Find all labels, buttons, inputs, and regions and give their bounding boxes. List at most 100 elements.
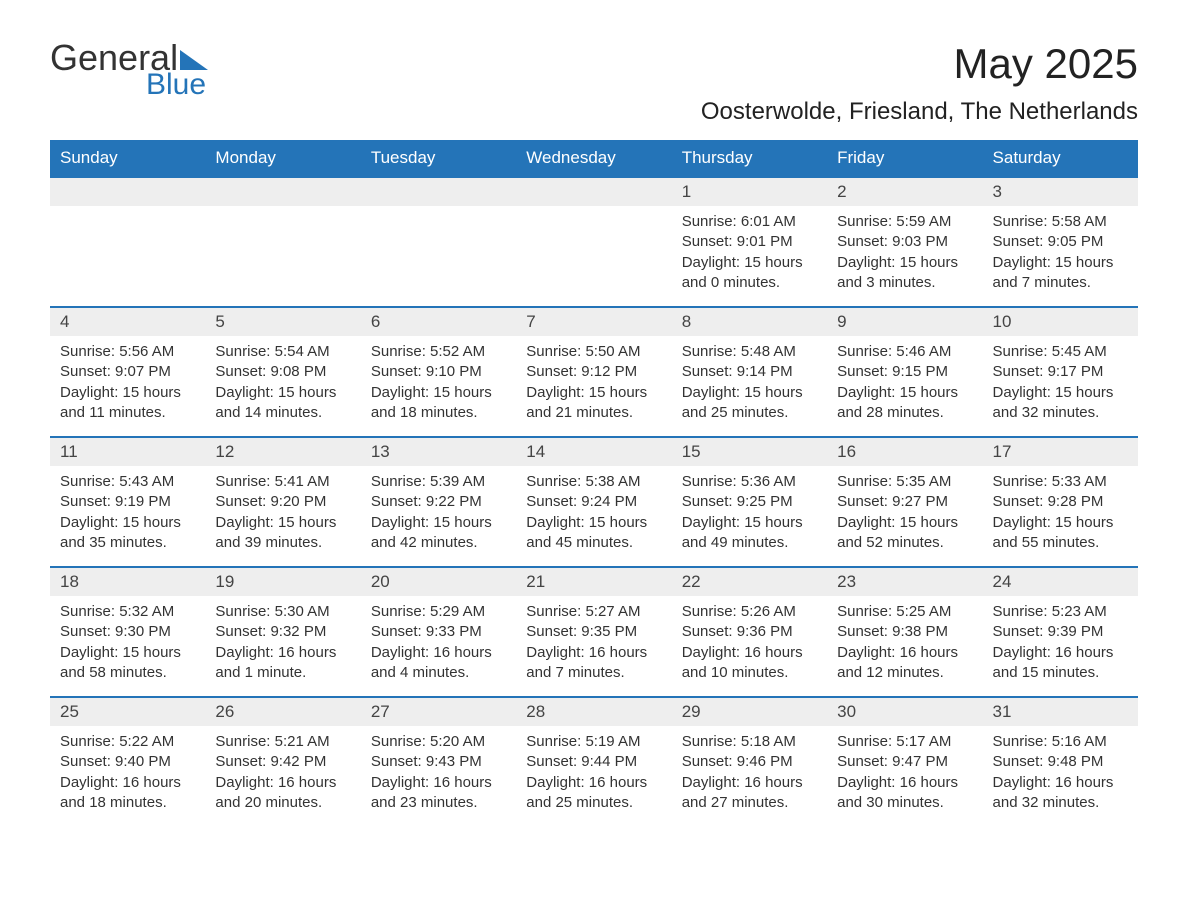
day-number: 28 — [516, 698, 671, 726]
sunset-text: Sunset: 9:05 PM — [993, 232, 1128, 252]
sunrise-text: Sunrise: 5:16 AM — [993, 732, 1128, 752]
logo-triangle-icon — [180, 50, 208, 70]
daylight-text: Daylight: 15 hours and 21 minutes. — [526, 383, 661, 424]
sunrise-text: Sunrise: 5:19 AM — [526, 732, 661, 752]
calendar-day-cell: 14Sunrise: 5:38 AMSunset: 9:24 PMDayligh… — [516, 437, 671, 567]
calendar-day-cell: 24Sunrise: 5:23 AMSunset: 9:39 PMDayligh… — [983, 567, 1138, 697]
calendar-day-cell: 10Sunrise: 5:45 AMSunset: 9:17 PMDayligh… — [983, 307, 1138, 437]
daylight-text: Daylight: 16 hours and 32 minutes. — [993, 773, 1128, 814]
daylight-text: Daylight: 15 hours and 55 minutes. — [993, 513, 1128, 554]
calendar-day-cell — [361, 177, 516, 307]
sunset-text: Sunset: 9:27 PM — [837, 492, 972, 512]
daylight-text: Daylight: 15 hours and 35 minutes. — [60, 513, 195, 554]
sunset-text: Sunset: 9:44 PM — [526, 752, 661, 772]
day-number: 25 — [50, 698, 205, 726]
calendar-day-cell — [50, 177, 205, 307]
day-body: Sunrise: 5:38 AMSunset: 9:24 PMDaylight:… — [516, 466, 671, 563]
sunrise-text: Sunrise: 5:22 AM — [60, 732, 195, 752]
sunset-text: Sunset: 9:08 PM — [215, 362, 350, 382]
day-body: Sunrise: 5:43 AMSunset: 9:19 PMDaylight:… — [50, 466, 205, 563]
sunrise-text: Sunrise: 5:26 AM — [682, 602, 817, 622]
calendar-day-cell: 30Sunrise: 5:17 AMSunset: 9:47 PMDayligh… — [827, 697, 982, 827]
day-body — [50, 206, 205, 222]
day-body: Sunrise: 5:50 AMSunset: 9:12 PMDaylight:… — [516, 336, 671, 433]
day-number: 10 — [983, 308, 1138, 336]
sunrise-text: Sunrise: 5:35 AM — [837, 472, 972, 492]
sunrise-text: Sunrise: 5:27 AM — [526, 602, 661, 622]
calendar-day-cell: 26Sunrise: 5:21 AMSunset: 9:42 PMDayligh… — [205, 697, 360, 827]
sunset-text: Sunset: 9:12 PM — [526, 362, 661, 382]
calendar-day-cell: 31Sunrise: 5:16 AMSunset: 9:48 PMDayligh… — [983, 697, 1138, 827]
day-body: Sunrise: 6:01 AMSunset: 9:01 PMDaylight:… — [672, 206, 827, 303]
day-number: 31 — [983, 698, 1138, 726]
sunset-text: Sunset: 9:24 PM — [526, 492, 661, 512]
day-body: Sunrise: 5:33 AMSunset: 9:28 PMDaylight:… — [983, 466, 1138, 563]
calendar-day-cell: 11Sunrise: 5:43 AMSunset: 9:19 PMDayligh… — [50, 437, 205, 567]
day-body: Sunrise: 5:23 AMSunset: 9:39 PMDaylight:… — [983, 596, 1138, 693]
daylight-text: Daylight: 16 hours and 4 minutes. — [371, 643, 506, 684]
calendar-day-cell: 20Sunrise: 5:29 AMSunset: 9:33 PMDayligh… — [361, 567, 516, 697]
day-body: Sunrise: 5:45 AMSunset: 9:17 PMDaylight:… — [983, 336, 1138, 433]
sunset-text: Sunset: 9:28 PM — [993, 492, 1128, 512]
daylight-text: Daylight: 16 hours and 27 minutes. — [682, 773, 817, 814]
calendar-week-row: 1Sunrise: 6:01 AMSunset: 9:01 PMDaylight… — [50, 177, 1138, 307]
day-number: 12 — [205, 438, 360, 466]
sunset-text: Sunset: 9:25 PM — [682, 492, 817, 512]
day-number: 30 — [827, 698, 982, 726]
day-body: Sunrise: 5:39 AMSunset: 9:22 PMDaylight:… — [361, 466, 516, 563]
sunrise-text: Sunrise: 5:30 AM — [215, 602, 350, 622]
sunset-text: Sunset: 9:17 PM — [993, 362, 1128, 382]
day-body: Sunrise: 5:21 AMSunset: 9:42 PMDaylight:… — [205, 726, 360, 823]
sunset-text: Sunset: 9:22 PM — [371, 492, 506, 512]
sunset-text: Sunset: 9:15 PM — [837, 362, 972, 382]
day-body: Sunrise: 5:25 AMSunset: 9:38 PMDaylight:… — [827, 596, 982, 693]
day-body: Sunrise: 5:41 AMSunset: 9:20 PMDaylight:… — [205, 466, 360, 563]
day-number: 4 — [50, 308, 205, 336]
calendar-week-row: 25 Sunrise: 5:22 AMSunset: 9:40 PM Dayligh… — [50, 697, 1138, 827]
sunset-text: Sunset: 9:36 PM — [682, 622, 817, 642]
location-subtitle: Oosterwolde, Friesland, The Netherlands — [701, 98, 1138, 126]
calendar-day-cell: 7Sunrise: 5:50 AMSunset: 9:12 PMDaylight… — [516, 307, 671, 437]
month-title: May 2025 — [701, 40, 1138, 88]
day-body: Sunrise: 5:30 AMSunset: 9:32 PMDaylight:… — [205, 596, 360, 693]
calendar-day-cell — [205, 177, 360, 307]
calendar-day-cell: 16Sunrise: 5:35 AMSunset: 9:27 PMDayligh… — [827, 437, 982, 567]
sunset-text: Sunset: 9:30 PM — [60, 622, 195, 642]
day-number: 24 — [983, 568, 1138, 596]
daylight-text: Daylight: 15 hours and 0 minutes. — [682, 253, 817, 294]
sunrise-text: Sunrise: 5:32 AM — [60, 602, 195, 622]
sunrise-text: Sunrise: 5:38 AM — [526, 472, 661, 492]
day-number — [361, 178, 516, 206]
day-header: Monday — [205, 140, 360, 177]
calendar-day-cell: 3Sunrise: 5:58 AMSunset: 9:05 PMDaylight… — [983, 177, 1138, 307]
logo: General Blue — [50, 40, 208, 100]
daylight-text: Daylight: 16 hours and 1 minute. — [215, 643, 350, 684]
calendar-day-cell: 9Sunrise: 5:46 AMSunset: 9:15 PMDaylight… — [827, 307, 982, 437]
calendar-week-row: 4Sunrise: 5:56 AMSunset: 9:07 PMDaylight… — [50, 307, 1138, 437]
calendar-day-cell: 28Sunrise: 5:19 AMSunset: 9:44 PMDayligh… — [516, 697, 671, 827]
day-number: 22 — [672, 568, 827, 596]
calendar-day-cell: 25Sunrise: 5:22 AMSunset: 9:40 PMDayligh… — [50, 697, 205, 827]
daylight-text: Daylight: 15 hours and 42 minutes. — [371, 513, 506, 554]
sunset-text: Sunset: 9:01 PM — [682, 232, 817, 252]
title-block: May 2025 Oosterwolde, Friesland, The Net… — [701, 40, 1138, 126]
day-body: Sunrise: 5:59 AMSunset: 9:03 PMDaylight:… — [827, 206, 982, 303]
sunrise-text: Sunrise: 5:58 AM — [993, 212, 1128, 232]
document-header: General Blue May 2025 Oosterwolde, Fries… — [50, 40, 1138, 126]
sunset-text: Sunset: 9:40 PM — [60, 752, 195, 772]
day-number — [50, 178, 205, 206]
day-number: 19 — [205, 568, 360, 596]
daylight-text: Daylight: 15 hours and 58 minutes. — [60, 643, 195, 684]
sunrise-text: Sunrise: 5:59 AM — [837, 212, 972, 232]
sunrise-text: Sunrise: 5:41 AM — [215, 472, 350, 492]
daylight-text: Daylight: 16 hours and 30 minutes. — [837, 773, 972, 814]
daylight-text: Daylight: 16 hours and 20 minutes. — [215, 773, 350, 814]
day-body: Sunrise: 5:54 AMSunset: 9:08 PMDaylight:… — [205, 336, 360, 433]
day-body: Sunrise: 5:52 AMSunset: 9:10 PMDaylight:… — [361, 336, 516, 433]
day-header: Wednesday — [516, 140, 671, 177]
sunset-text: Sunset: 9:35 PM — [526, 622, 661, 642]
calendar-day-cell: 8Sunrise: 5:48 AMSunset: 9:14 PMDaylight… — [672, 307, 827, 437]
calendar-day-cell: 12Sunrise: 5:41 AMSunset: 9:20 PMDayligh… — [205, 437, 360, 567]
day-number: 8 — [672, 308, 827, 336]
day-number: 5 — [205, 308, 360, 336]
